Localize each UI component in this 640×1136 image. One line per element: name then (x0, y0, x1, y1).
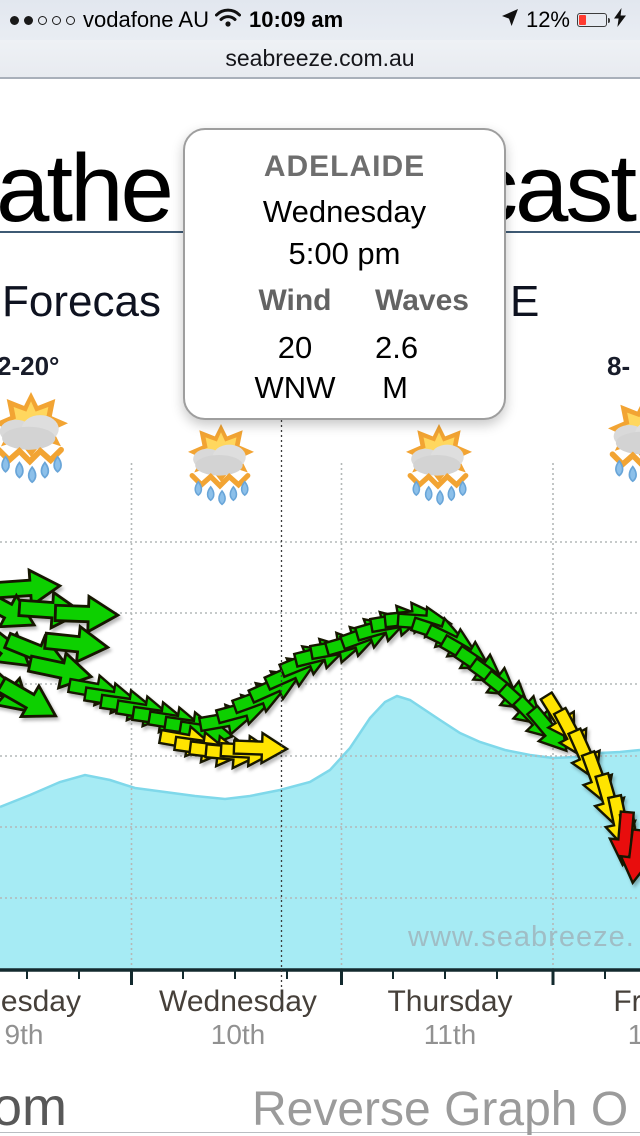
popup-wave-unit: M (382, 370, 408, 405)
temperature-range-left: 2-20° (0, 351, 60, 381)
popup-time: 5:00 pm (288, 236, 401, 271)
shower-icon (608, 398, 640, 486)
signal-strength-dots (10, 15, 75, 25)
battery-percent: 12% (525, 7, 570, 32)
page-content: athe cast Forecas E 2-20° 8- (0, 79, 640, 1136)
tooltip-popup: ADELAIDE Wednesday 5:00 pm Wind Waves 20… (183, 128, 506, 420)
popup-wind-header: Wind (258, 284, 332, 317)
signal-dot (38, 15, 47, 25)
signal-dot (24, 15, 33, 25)
popup-wave-height: 2.6 (375, 330, 419, 365)
shower-icon (406, 424, 472, 504)
url-text: seabreeze.com.au (225, 45, 415, 71)
popup-wind-speed: 20 (277, 330, 313, 365)
signal-dot (10, 15, 19, 25)
status-bar: vodafone AU 10:09 am 12% (0, 0, 640, 40)
battery-icon (577, 13, 610, 27)
shower-icon (0, 392, 68, 482)
graph-subtitle-left-fragment: Forecas (2, 277, 161, 326)
popup-waves-header: Waves (375, 284, 469, 317)
carrier-label: vodafone AU (83, 7, 209, 32)
page-title-left-fragment: athe (0, 135, 174, 242)
shower-icon (188, 424, 254, 504)
temperature-range-right: 8- (607, 351, 631, 381)
footer-left-link[interactable]: om (0, 1077, 68, 1136)
popup-day: Wednesday (262, 194, 427, 229)
charging-bolt-icon (614, 8, 626, 32)
battery-level-fill (579, 15, 586, 25)
footer-divider (0, 1132, 640, 1133)
location-arrow-icon (501, 9, 519, 31)
clock: 10:09 am (248, 7, 344, 32)
wifi-icon (214, 8, 241, 32)
popup-wind-direction: WNW (254, 370, 336, 405)
forecast-graph-touch-area[interactable] (0, 460, 640, 1052)
popup-location: ADELAIDE (263, 150, 426, 183)
signal-dot (52, 15, 61, 25)
signal-dot (66, 15, 75, 25)
reverse-graph-link[interactable]: Reverse Graph O (252, 1083, 629, 1136)
url-bar[interactable]: seabreeze.com.au (0, 40, 640, 79)
graph-subtitle-right-fragment: E (510, 277, 540, 326)
